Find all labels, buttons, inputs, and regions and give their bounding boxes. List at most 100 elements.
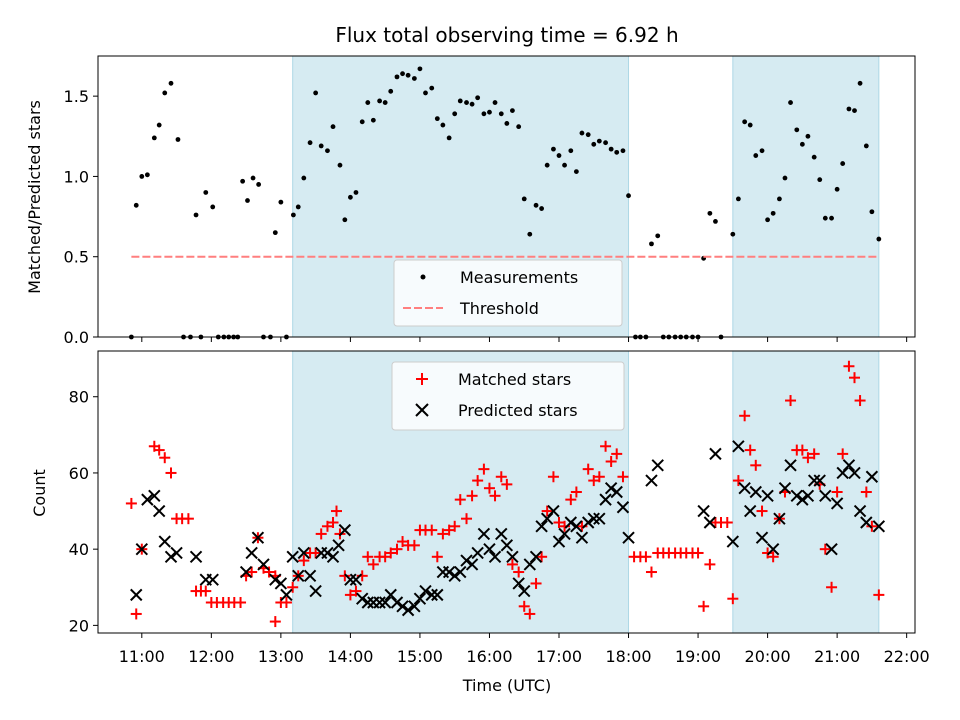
predicted-stars-point [697, 504, 710, 518]
matched-stars-point [588, 475, 600, 487]
measurement-point [504, 121, 510, 126]
x-tick-label: 20:00 [745, 647, 791, 666]
measurement-point [753, 153, 759, 158]
measurement-point [245, 198, 250, 203]
legend-threshold-label: Threshold [459, 299, 539, 318]
measurement-point [765, 217, 770, 223]
predicted-stars-point [396, 600, 409, 613]
matched-stars-point [547, 471, 559, 483]
figure-title: Flux total observing time = 6.92 h [335, 23, 678, 47]
measurement-point [440, 122, 446, 128]
matched-stars-point [513, 566, 525, 578]
predicted-stars-point [604, 481, 618, 495]
matched-stars-point [611, 448, 623, 460]
predicted-stars-point [309, 584, 322, 598]
bottom-legend-box [391, 361, 625, 431]
matched-stars-point [819, 543, 831, 555]
predicted-stars-point [356, 592, 369, 605]
measurement-point [250, 175, 256, 181]
matched-stars-point [483, 482, 495, 494]
matched-stars-point [762, 547, 774, 559]
predicted-stars-point [766, 542, 780, 556]
measurement-point [770, 210, 776, 216]
matched-stars-point [767, 551, 779, 563]
measurement-point [568, 148, 574, 154]
top-y-tick-label: 0.5 [64, 248, 89, 267]
measurement-point [272, 230, 278, 236]
measurement-point [822, 215, 828, 221]
predicted-stars-point [239, 565, 253, 579]
measurement-point [240, 178, 246, 184]
measurement-point [603, 140, 608, 146]
matched-stars-point [298, 555, 310, 567]
measurement-point [353, 190, 359, 195]
measurement-point [452, 111, 458, 117]
predicted-stars-point [280, 588, 293, 602]
matched-stars-point [698, 600, 710, 612]
predicted-stars-point [460, 554, 473, 567]
x-tick-label: 18:00 [605, 647, 651, 666]
matched-stars-point [385, 547, 397, 559]
measurement-point [782, 175, 788, 181]
measurement-point [492, 100, 498, 105]
predicted-stars-point [390, 596, 404, 609]
top-axes-frame [97, 55, 916, 338]
bottom-y-tick-label: 40 [69, 540, 89, 559]
measurement-point [370, 117, 376, 123]
predicted-stars-point [269, 573, 282, 586]
matched-stars-point [849, 372, 861, 384]
matched-stars-point [310, 547, 322, 559]
matched-stars-point [130, 608, 142, 620]
measurement-point [747, 122, 753, 128]
predicted-stars-point [483, 542, 496, 556]
predicted-stars-point [251, 531, 265, 544]
matched-stars-point [339, 570, 351, 582]
measurement-point [388, 88, 394, 94]
predicted-stars-point [448, 569, 461, 583]
predicted-stars-point [349, 573, 363, 586]
matched-stars-point [344, 589, 356, 601]
measurement-point [840, 161, 846, 166]
predicted-stars-point [645, 474, 658, 487]
measurement-point [585, 132, 591, 138]
predicted-stars-point [338, 523, 352, 537]
predicted-stars-point [321, 546, 334, 560]
matched-stars-point [593, 471, 605, 483]
measurement-point [713, 218, 718, 224]
measurement-point [162, 90, 168, 96]
matched-stars-point [785, 395, 797, 407]
matched-stars-point [750, 459, 762, 471]
measurement-point [573, 169, 579, 175]
matched-stars-point [350, 585, 362, 597]
matched-stars-point [570, 486, 582, 498]
bottom-y-tick-label: 60 [69, 464, 89, 483]
predicted-stars-point [158, 535, 171, 548]
measurement-point [325, 148, 330, 154]
predicted-stars-point [853, 504, 867, 518]
top-x-axis-ticks [141, 337, 908, 342]
matched-stars-point [408, 539, 420, 551]
measurement-point [411, 76, 417, 81]
predicted-stars-point [488, 550, 502, 563]
predicted-stars-point [872, 520, 886, 533]
measurement-point [359, 119, 365, 125]
predicted-stars-point [732, 440, 745, 453]
measurement-point [193, 212, 199, 218]
matched-stars-point [721, 516, 733, 528]
measurement-point [562, 162, 567, 168]
matched-stars-point [489, 490, 501, 502]
matched-stars-point [826, 581, 838, 593]
matched-stars-point [704, 558, 716, 570]
bottom-x-axis-ticks: 11:00 12:00 13:00 14:00 15:00 16:00 17:00 18:00… [119, 633, 930, 666]
measurement-point [498, 111, 504, 117]
measurement-point [487, 109, 492, 115]
predicted-stars-point [622, 531, 635, 544]
predicted-stars-point [813, 474, 826, 487]
measurement-point [400, 71, 405, 77]
x-tick-label: 12:00 [188, 647, 234, 666]
predicted-stars-point [135, 542, 149, 556]
measurement-point [417, 66, 423, 72]
measurement-point [307, 140, 313, 146]
matched-stars-point [843, 360, 855, 372]
measurement-point [533, 202, 539, 208]
